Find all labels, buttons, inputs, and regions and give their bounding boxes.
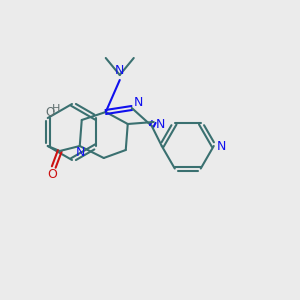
Text: N: N <box>115 64 124 76</box>
Text: O: O <box>45 106 54 119</box>
Text: N: N <box>134 97 143 110</box>
Text: N: N <box>76 146 86 158</box>
Text: N: N <box>217 140 226 152</box>
Text: O: O <box>47 167 57 181</box>
Text: H: H <box>52 104 60 114</box>
Text: N: N <box>156 118 165 131</box>
